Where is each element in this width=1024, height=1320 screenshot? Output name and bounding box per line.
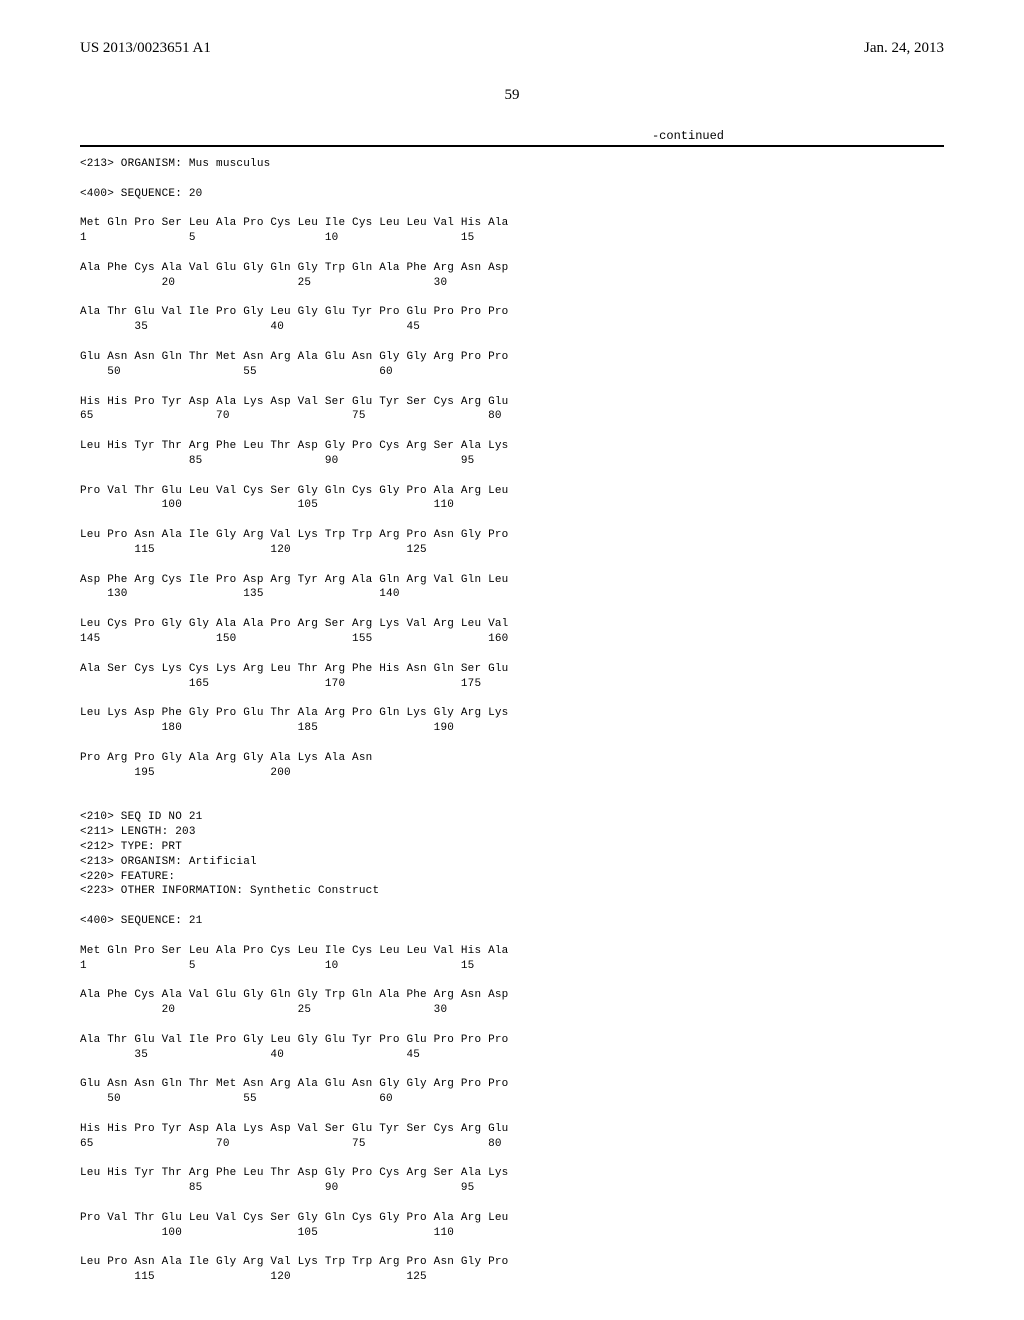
page: US 2013/0023651 A1 Jan. 24, 2013 59 -con… (0, 0, 1024, 1320)
divider (80, 145, 944, 147)
page-number: 59 (80, 87, 944, 104)
sequence-listing: <213> ORGANISM: Mus musculus <400> SEQUE… (80, 157, 944, 1300)
doc-number: US 2013/0023651 A1 (80, 40, 211, 57)
continued-label: -continued (80, 129, 724, 143)
pub-date: Jan. 24, 2013 (864, 40, 944, 57)
page-header: US 2013/0023651 A1 Jan. 24, 2013 (80, 40, 944, 57)
